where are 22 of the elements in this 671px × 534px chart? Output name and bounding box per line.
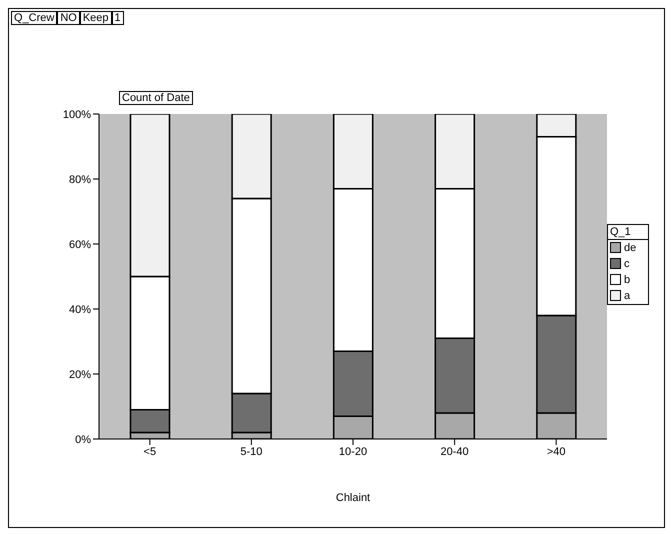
- text: Count of Date: [119, 91, 193, 105]
- text: Keep: [80, 11, 112, 25]
- y-tick-label: 60%: [68, 238, 92, 251]
- legend-title: Q_1: [608, 224, 648, 240]
- text: Q_Crew: [11, 11, 58, 25]
- x-tick-label: 5-10: [240, 446, 262, 458]
- text: NO: [57, 11, 80, 25]
- y-tick-label: 0%: [75, 434, 92, 446]
- y-tick-label: 20%: [68, 368, 92, 381]
- text: 1: [112, 11, 124, 25]
- x-tick-label: 20-40: [440, 446, 469, 458]
- x-axis-title: Chlaint: [336, 492, 370, 504]
- x-tick-label: <5: [144, 446, 156, 458]
- y-tick-label: 40%: [68, 304, 92, 316]
- y-tick-label: 80%: [68, 174, 92, 186]
- legend-label: de: [624, 242, 636, 254]
- x-tick-label: 10-20: [338, 446, 368, 458]
- legend-label: b: [624, 274, 630, 286]
- y-tick-label: 100%: [62, 108, 92, 121]
- x-tick-label: >40: [546, 446, 566, 458]
- legend-label: c: [624, 258, 630, 270]
- legend-label: a: [624, 290, 630, 302]
